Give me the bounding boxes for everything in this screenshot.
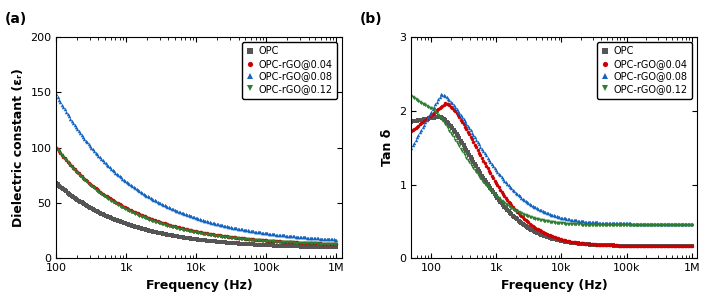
X-axis label: Frequency (Hz): Frequency (Hz) bbox=[146, 279, 253, 292]
OPC-rGO@0.04 bbox=[407, 130, 416, 133]
OPC-rGO@0.12 bbox=[52, 146, 61, 149]
OPC bbox=[318, 245, 327, 249]
OPC bbox=[665, 244, 674, 248]
OPC-rGO@0.04 bbox=[104, 196, 112, 199]
OPC-rGO@0.04 bbox=[688, 244, 696, 248]
OPC-rGO@0.04 bbox=[675, 244, 684, 248]
OPC bbox=[308, 245, 317, 249]
OPC-rGO@0.12 bbox=[459, 152, 468, 155]
Line: OPC-rGO@0.04: OPC-rGO@0.04 bbox=[55, 146, 338, 246]
OPC-rGO@0.08 bbox=[407, 146, 416, 149]
OPC-rGO@0.08 bbox=[675, 222, 684, 225]
OPC-rGO@0.08 bbox=[483, 156, 492, 159]
OPC-rGO@0.08 bbox=[104, 164, 112, 168]
OPC-rGO@0.12 bbox=[308, 241, 317, 245]
OPC-rGO@0.12 bbox=[407, 94, 416, 98]
OPC bbox=[69, 195, 78, 198]
Line: OPC-rGO@0.12: OPC-rGO@0.12 bbox=[409, 94, 693, 227]
OPC-rGO@0.12 bbox=[674, 223, 682, 227]
OPC bbox=[63, 191, 72, 194]
OPC-rGO@0.04 bbox=[63, 160, 72, 163]
OPC-rGO@0.12 bbox=[318, 242, 327, 245]
OPC-rGO@0.08 bbox=[63, 112, 72, 116]
OPC bbox=[675, 244, 684, 248]
OPC-rGO@0.12 bbox=[127, 210, 135, 214]
OPC-rGO@0.12 bbox=[688, 223, 696, 227]
OPC-rGO@0.08 bbox=[424, 115, 433, 119]
OPC bbox=[688, 244, 696, 248]
Line: OPC: OPC bbox=[409, 115, 693, 248]
OPC-rGO@0.08 bbox=[688, 222, 696, 225]
OPC-rGO@0.12 bbox=[664, 223, 672, 227]
OPC-rGO@0.08 bbox=[333, 238, 341, 241]
Y-axis label: Dielectric constant (εᵣ): Dielectric constant (εᵣ) bbox=[11, 68, 25, 227]
OPC-rGO@0.12 bbox=[333, 242, 341, 246]
OPC-rGO@0.04 bbox=[665, 244, 674, 248]
OPC-rGO@0.12 bbox=[419, 102, 427, 105]
Line: OPC-rGO@0.12: OPC-rGO@0.12 bbox=[55, 146, 338, 246]
OPC bbox=[127, 224, 135, 227]
OPC bbox=[483, 182, 492, 186]
OPC-rGO@0.04 bbox=[69, 166, 78, 170]
OPC bbox=[407, 120, 416, 124]
Legend: OPC, OPC-rGO@0.04, OPC-rGO@0.08, OPC-rGO@0.12: OPC, OPC-rGO@0.04, OPC-rGO@0.08, OPC-rGO… bbox=[241, 42, 337, 99]
OPC-rGO@0.08 bbox=[436, 93, 445, 96]
OPC bbox=[424, 117, 433, 120]
OPC-rGO@0.12 bbox=[63, 160, 72, 164]
OPC-rGO@0.08 bbox=[308, 236, 317, 240]
OPC-rGO@0.12 bbox=[424, 105, 433, 109]
OPC-rGO@0.04 bbox=[333, 242, 341, 246]
OPC-rGO@0.08 bbox=[318, 237, 327, 241]
OPC-rGO@0.04 bbox=[318, 242, 327, 245]
Line: OPC-rGO@0.04: OPC-rGO@0.04 bbox=[409, 102, 693, 248]
Line: OPC-rGO@0.08: OPC-rGO@0.08 bbox=[409, 93, 693, 225]
OPC-rGO@0.04 bbox=[424, 115, 433, 119]
OPC-rGO@0.04 bbox=[461, 125, 469, 128]
OPC-rGO@0.04 bbox=[127, 208, 135, 212]
Y-axis label: Tan δ: Tan δ bbox=[381, 129, 394, 166]
OPC bbox=[52, 181, 61, 185]
OPC-rGO@0.08 bbox=[69, 121, 78, 125]
OPC-rGO@0.04 bbox=[441, 102, 449, 105]
OPC-rGO@0.08 bbox=[461, 119, 469, 123]
OPC-rGO@0.04 bbox=[308, 241, 317, 245]
OPC bbox=[333, 245, 341, 249]
OPC bbox=[419, 118, 427, 122]
OPC-rGO@0.12 bbox=[69, 167, 78, 170]
Line: OPC-rGO@0.08: OPC-rGO@0.08 bbox=[55, 93, 338, 241]
OPC-rGO@0.04 bbox=[483, 167, 492, 170]
OPC-rGO@0.08 bbox=[127, 183, 135, 187]
OPC-rGO@0.04 bbox=[52, 146, 61, 149]
Text: (b): (b) bbox=[360, 12, 382, 26]
OPC-rGO@0.04 bbox=[419, 120, 427, 124]
Legend: OPC, OPC-rGO@0.04, OPC-rGO@0.08, OPC-rGO@0.12: OPC, OPC-rGO@0.04, OPC-rGO@0.08, OPC-rGO… bbox=[597, 42, 692, 99]
OPC-rGO@0.08 bbox=[419, 125, 427, 129]
OPC-rGO@0.12 bbox=[104, 197, 112, 201]
OPC bbox=[104, 215, 112, 218]
Line: OPC: OPC bbox=[55, 181, 338, 249]
OPC bbox=[461, 146, 469, 149]
Text: (a): (a) bbox=[5, 12, 27, 26]
X-axis label: Frequency (Hz): Frequency (Hz) bbox=[501, 279, 607, 292]
OPC-rGO@0.08 bbox=[665, 222, 674, 225]
OPC bbox=[435, 115, 444, 118]
OPC-rGO@0.08 bbox=[52, 93, 61, 96]
OPC-rGO@0.12 bbox=[482, 183, 491, 187]
